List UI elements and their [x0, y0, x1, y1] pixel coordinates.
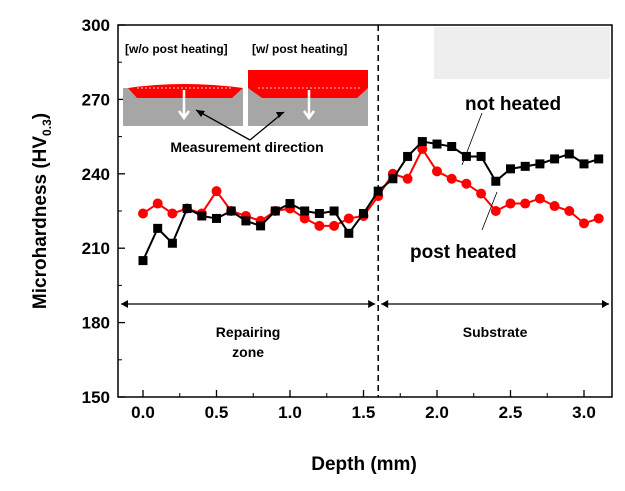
- inset-caption: Measurement direction: [170, 139, 323, 155]
- data-point-not-heated: [417, 137, 427, 147]
- data-point-not-heated: [212, 213, 221, 223]
- data-point-not-heated: [388, 174, 398, 184]
- data-point-not-heated: [182, 204, 192, 214]
- data-point-post-heated: [299, 213, 310, 224]
- inset-left-label: [w/o post heating]: [125, 42, 228, 56]
- data-point-not-heated: [256, 221, 266, 231]
- label-post-heated: post heated: [410, 242, 517, 263]
- data-point-post-heated: [432, 166, 442, 177]
- data-point-not-heated: [461, 151, 471, 161]
- y-axis-label: Microhardness (HV0.3): [30, 113, 54, 309]
- x-tick-label: 1.0: [278, 403, 302, 422]
- data-point-not-heated: [285, 199, 295, 209]
- data-point-not-heated: [520, 161, 530, 171]
- overlay-right: [248, 70, 368, 88]
- data-point-post-heated: [520, 198, 531, 209]
- data-point-post-heated: [167, 208, 178, 219]
- x-tick-label: 2.0: [425, 403, 449, 422]
- series-annotations: not heated post heated: [410, 94, 561, 263]
- data-point-not-heated: [344, 228, 354, 238]
- data-point-not-heated: [579, 159, 589, 169]
- region-label: Repairing: [216, 324, 281, 340]
- data-point-not-heated: [535, 159, 545, 169]
- data-point-not-heated: [226, 206, 236, 216]
- arrow-down-icon: [177, 90, 191, 121]
- data-point-post-heated: [490, 206, 501, 216]
- data-point-post-heated: [314, 220, 325, 231]
- inset-right-label: [w/ post heating]: [252, 42, 347, 56]
- data-point-not-heated: [359, 208, 368, 218]
- label-not-heated: not heated: [465, 94, 561, 115]
- data-point-post-heated: [211, 186, 222, 197]
- data-point-not-heated: [167, 238, 177, 248]
- data-point-post-heated: [593, 213, 604, 224]
- data-point-post-heated: [461, 178, 472, 189]
- data-point-not-heated: [373, 186, 383, 196]
- data-point-post-heated: [579, 218, 589, 229]
- data-point-not-heated: [594, 154, 604, 164]
- data-point-not-heated: [403, 151, 413, 161]
- x-tick-label: 0.5: [205, 403, 229, 422]
- data-point-post-heated: [564, 206, 575, 216]
- data-point-not-heated: [550, 154, 560, 164]
- data-point-not-heated: [241, 216, 251, 226]
- data-point-post-heated: [417, 144, 428, 154]
- data-point-post-heated: [446, 173, 457, 184]
- data-point-post-heated: [505, 198, 516, 209]
- data-point-not-heated: [300, 206, 310, 216]
- data-point-not-heated: [329, 206, 339, 216]
- data-point-post-heated: [549, 201, 560, 212]
- data-point-not-heated: [491, 176, 501, 186]
- y-tick-label: 270: [82, 90, 110, 109]
- gray-box: [434, 27, 610, 79]
- data-point-not-heated: [314, 208, 324, 218]
- x-tick-label: 2.5: [499, 403, 523, 422]
- data-point-not-heated: [138, 256, 148, 266]
- data-point-post-heated: [343, 213, 354, 224]
- y-tick-label: 300: [82, 16, 110, 35]
- data-point-post-heated: [534, 193, 545, 204]
- data-point-not-heated: [476, 151, 486, 161]
- data-point-post-heated: [402, 173, 413, 184]
- data-point-not-heated: [432, 139, 442, 149]
- y-tick-label: 210: [82, 239, 110, 258]
- data-point-not-heated: [270, 206, 280, 216]
- series-line-post-heated: [142, 146, 600, 227]
- data-point-not-heated: [197, 211, 207, 221]
- region-label-line2: zone: [232, 344, 264, 360]
- data-point-post-heated: [138, 208, 148, 219]
- x-tick-label: 3.0: [572, 403, 596, 422]
- x-tick-label: 0.0: [131, 403, 155, 422]
- data-point-post-heated: [476, 188, 487, 199]
- y-tick-label: 240: [82, 165, 110, 184]
- arrow-down-icon: [302, 90, 316, 121]
- region-label: Substrate: [463, 324, 528, 340]
- deposit-left: [128, 84, 243, 98]
- inset-illustration: [w/o post heating] [w/ post heating] Mea…: [123, 27, 610, 155]
- data-point-not-heated: [447, 142, 457, 152]
- series-group: [138, 137, 604, 266]
- data-point-post-heated: [152, 198, 163, 209]
- regions: Repairing zone Substrate: [121, 25, 609, 397]
- data-point-not-heated: [153, 223, 163, 233]
- data-point-post-heated: [329, 220, 340, 231]
- data-point-not-heated: [506, 164, 515, 174]
- y-tick-label: 180: [82, 314, 110, 333]
- y-tick-label: 150: [82, 388, 110, 407]
- data-point-not-heated: [564, 149, 574, 159]
- x-tick-label: 1.5: [352, 403, 376, 422]
- x-axis-label: Depth (mm): [311, 454, 417, 475]
- axis-ticks: 0.0 0.5 1.0 1.5 2.0 2.5 3.0 150 180 210 240 270 300: [82, 16, 596, 422]
